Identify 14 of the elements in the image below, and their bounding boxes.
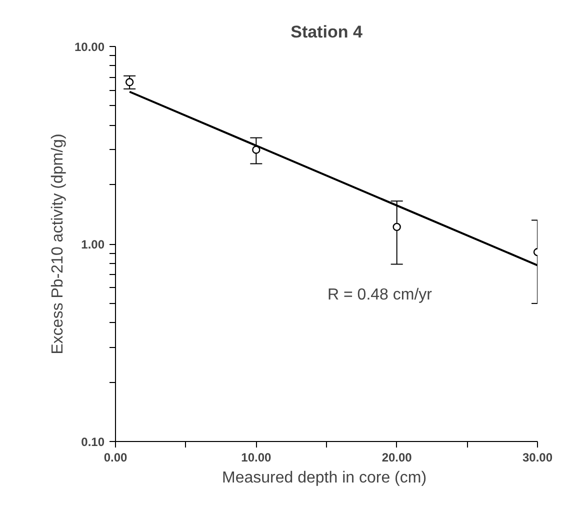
point [252,146,260,154]
y-axis-title: Excess Pb-210 activity (dpm/g) [49,134,66,354]
y-tick-label: 1.00 [81,238,105,252]
y-tick-label: 0.10 [81,435,105,449]
y-tick-label: 10.00 [74,40,105,54]
x-tick-label: 20.00 [382,450,412,464]
point [392,222,401,232]
x-tick-label: 10.00 [241,450,272,464]
x-tick-label: 30.00 [522,450,553,464]
x-tick-label: 0.00 [104,450,128,464]
x-axis-title: Measured depth in core (cm) [222,470,427,486]
point [125,78,134,86]
chart-title: Station 4 [290,22,363,42]
annotation: R = 0.48 cm/yr [328,286,433,304]
